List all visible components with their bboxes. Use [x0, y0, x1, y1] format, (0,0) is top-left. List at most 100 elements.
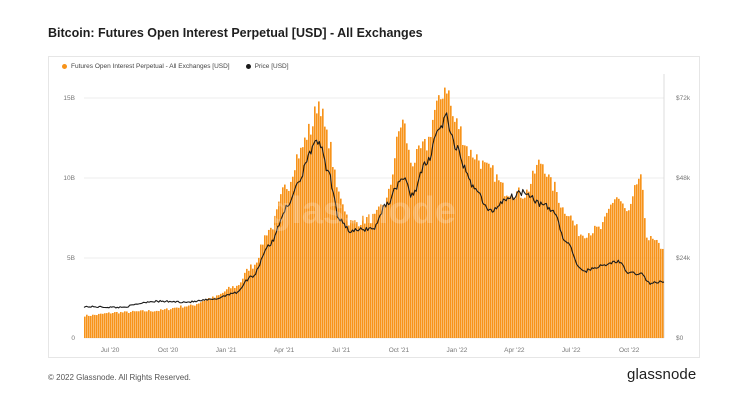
oi-bar [434, 109, 436, 338]
oi-bar [364, 223, 366, 338]
oi-bar [582, 235, 584, 338]
x-tick-label: Jan '22 [447, 347, 468, 354]
oi-bar [476, 154, 478, 338]
oi-bar [322, 108, 324, 339]
oi-bar [192, 305, 194, 338]
oi-bar [394, 158, 396, 338]
oi-bar [632, 196, 634, 338]
oi-bar [374, 213, 376, 338]
oi-bar [280, 194, 282, 338]
oi-bar [418, 145, 420, 338]
oi-bar [334, 169, 336, 338]
oi-bar [328, 148, 330, 338]
x-tick-label: Jul '22 [562, 347, 581, 354]
oi-bar [208, 298, 210, 338]
oi-bar [540, 163, 542, 338]
oi-bar [560, 207, 562, 338]
oi-bar [336, 187, 338, 338]
y-left-tick-label: 0 [71, 335, 75, 342]
oi-bar [142, 310, 144, 338]
oi-bar [226, 289, 228, 338]
oi-bar [218, 295, 220, 338]
oi-bar [586, 237, 588, 338]
legend-item-open-interest[interactable]: Futures Open Interest Perpetual - All Ex… [62, 63, 230, 70]
oi-bar [554, 181, 556, 338]
oi-bar [242, 278, 244, 338]
oi-bar [446, 93, 448, 338]
oi-bar [420, 148, 422, 338]
oi-bar [566, 215, 568, 338]
oi-bar [594, 225, 596, 338]
oi-bar [432, 119, 434, 338]
y-left-tick-label: 5B [67, 255, 75, 262]
oi-bar [492, 165, 494, 338]
oi-bar [252, 268, 254, 338]
x-tick-label: Jul '20 [101, 347, 120, 354]
oi-bar [470, 149, 472, 338]
oi-bar [570, 215, 572, 338]
oi-bar [406, 143, 408, 338]
oi-bar [622, 203, 624, 338]
oi-bar [318, 101, 320, 338]
oi-bar [86, 314, 88, 338]
oi-bar [444, 87, 446, 338]
oi-bar [248, 270, 250, 338]
oi-bar [430, 136, 432, 338]
oi-bar [298, 158, 300, 338]
oi-bar [530, 183, 532, 338]
oi-bar [244, 272, 246, 338]
oi-bar [300, 147, 302, 338]
oi-bar [366, 217, 368, 338]
oi-bar [102, 313, 104, 338]
oi-bar [556, 192, 558, 338]
oi-bar [574, 225, 576, 338]
oi-bar [210, 299, 212, 338]
oi-bar [320, 116, 322, 338]
oi-bar [124, 311, 126, 338]
oi-bar [662, 248, 664, 338]
oi-bar [548, 174, 550, 338]
oi-bar [468, 156, 470, 338]
oi-bar [636, 184, 638, 338]
oi-bar [600, 229, 602, 338]
oi-bar [308, 123, 310, 338]
oi-bar [526, 189, 528, 338]
oi-bar [634, 185, 636, 338]
oi-bar [246, 268, 248, 338]
brand-logo[interactable]: glassnode [627, 366, 697, 383]
oi-bar [568, 216, 570, 338]
oi-bar [96, 315, 98, 338]
y-right-tick-label: $48k [676, 175, 691, 182]
oi-bar [232, 286, 234, 338]
oi-bar [398, 131, 400, 338]
oi-bar [618, 198, 620, 338]
oi-bar [522, 198, 524, 338]
chart-legend: Futures Open Interest Perpetual - All Ex… [62, 63, 299, 70]
oi-bar [412, 166, 414, 338]
oi-bar [150, 311, 152, 338]
x-tick-label: Apr '22 [504, 347, 525, 354]
oi-bar [284, 184, 286, 338]
oi-bar [160, 309, 162, 338]
oi-bar [578, 236, 580, 338]
oi-bar [110, 313, 112, 338]
oi-bar [312, 126, 314, 338]
oi-bar [552, 190, 554, 338]
oi-bar [614, 199, 616, 338]
oi-bar [202, 301, 204, 338]
oi-bar [356, 221, 358, 338]
oi-bar [466, 146, 468, 338]
y-left-tick-label: 10B [63, 175, 75, 182]
legend-item-price[interactable]: Price [USD] [245, 63, 289, 70]
oi-bar [538, 159, 540, 338]
oi-bar [500, 182, 502, 338]
oi-bar [134, 311, 136, 338]
oi-bar [354, 220, 356, 338]
oi-bar [172, 307, 174, 338]
oi-bar [268, 229, 270, 338]
oi-bar [196, 304, 198, 338]
oi-bar [352, 220, 354, 338]
oi-bar [654, 240, 656, 338]
oi-bar [386, 197, 388, 338]
y-left-tick-label: 15B [63, 95, 75, 102]
